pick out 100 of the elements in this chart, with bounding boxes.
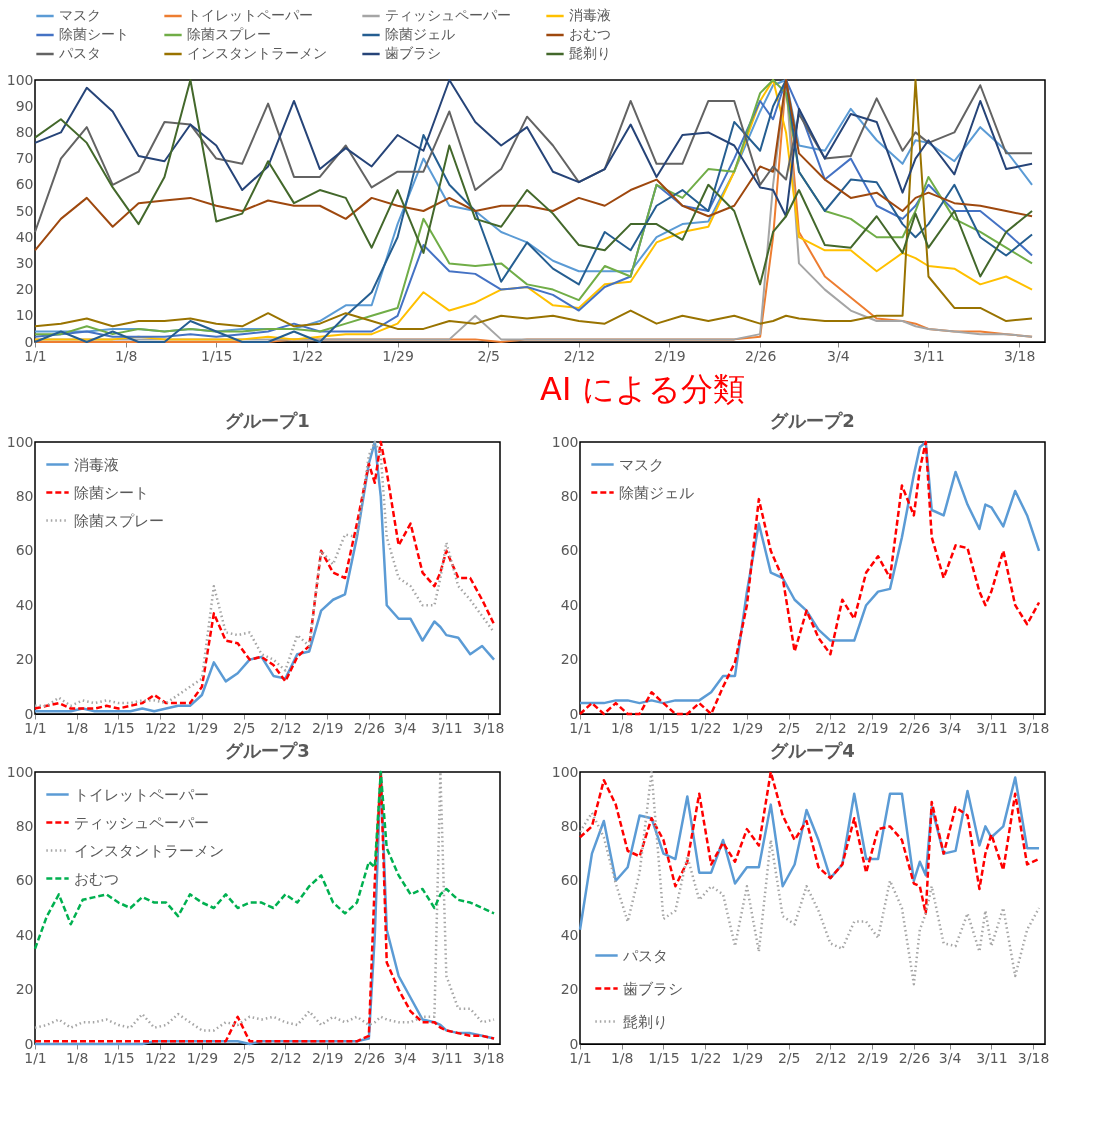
x-tick-label: 1/8 <box>65 719 89 736</box>
y-tick-label: 100 <box>551 763 579 780</box>
y-tick-label: 40 <box>15 228 34 245</box>
x-tick-label: 2/26 <box>898 1049 931 1066</box>
x-tick-label: 2/19 <box>856 719 889 736</box>
y-tick-label: 90 <box>15 97 34 114</box>
y-tick-label: 20 <box>560 651 579 668</box>
x-tick-label: 3/4 <box>938 719 962 736</box>
x-tick-label: 1/29 <box>186 719 219 736</box>
y-tick-label: 20 <box>15 981 34 998</box>
x-tick-label: 1/29 <box>186 1049 219 1066</box>
x-tick-label: 1/1 <box>24 347 47 364</box>
x-tick-label: 1/1 <box>24 1049 47 1066</box>
x-tick-label: 2/12 <box>270 719 302 736</box>
y-tick-label: 60 <box>560 542 579 559</box>
x-tick-label: 3/18 <box>1017 1049 1050 1066</box>
y-tick-label: 40 <box>560 596 579 613</box>
x-tick-label: 2/12 <box>815 1049 847 1066</box>
chart-title: グループ1 <box>225 410 310 431</box>
x-tick-label: 3/4 <box>393 1049 417 1066</box>
x-tick-label: 3/11 <box>976 719 1008 736</box>
legend-label: 歯ブラシ <box>385 45 441 61</box>
x-tick-label: 3/18 <box>472 1049 505 1066</box>
x-tick-label: 2/5 <box>232 719 256 736</box>
y-tick-label: 60 <box>560 872 579 889</box>
x-tick-label: 2/19 <box>856 1049 889 1066</box>
legend-label: 髭剃り <box>623 1012 668 1031</box>
y-tick-label: 0 <box>569 1035 579 1052</box>
x-tick-label: 1/22 <box>689 719 722 736</box>
x-tick-label: 3/11 <box>431 1049 463 1066</box>
legend-label: インスタントラーメン <box>74 841 224 860</box>
y-tick-label: 40 <box>15 926 34 943</box>
x-tick-label: 1/29 <box>382 347 414 364</box>
y-tick-label: 20 <box>15 281 34 298</box>
x-tick-label: 1/29 <box>731 719 764 736</box>
x-tick-label: 2/5 <box>777 719 801 736</box>
legend-label: 消毒液 <box>569 7 611 23</box>
legend-label: 髭剃り <box>569 45 611 61</box>
y-tick-label: 60 <box>15 176 34 193</box>
y-tick-label: 80 <box>15 123 34 140</box>
x-tick-label: 1/8 <box>610 719 634 736</box>
x-tick-label: 3/18 <box>472 719 505 736</box>
y-tick-label: 60 <box>15 542 34 559</box>
y-tick-label: 80 <box>15 817 34 834</box>
y-tick-label: 80 <box>560 817 579 834</box>
y-tick-label: 20 <box>15 651 34 668</box>
x-tick-label: 2/19 <box>654 347 686 364</box>
y-tick-label: 70 <box>15 150 34 167</box>
y-tick-label: 100 <box>6 763 34 780</box>
x-tick-label: 3/11 <box>913 347 945 364</box>
legend-label: ティッシュペーパー <box>385 7 511 23</box>
x-tick-label: 1/15 <box>648 719 680 736</box>
y-tick-label: 40 <box>15 596 34 613</box>
y-tick-label: 30 <box>15 254 34 271</box>
legend-label: 除菌スプレー <box>74 511 164 530</box>
legend-label: 除菌シート <box>59 26 129 42</box>
x-tick-label: 1/15 <box>103 1049 135 1066</box>
x-tick-label: 2/26 <box>898 719 931 736</box>
x-tick-label: 2/19 <box>311 1049 344 1066</box>
x-tick-label: 1/8 <box>114 347 138 364</box>
x-tick-label: 2/26 <box>353 1049 386 1066</box>
text: AI による分類 <box>540 370 745 408</box>
x-tick-label: 3/4 <box>938 1049 962 1066</box>
x-tick-label: 2/12 <box>563 347 596 364</box>
x-tick-label: 2/12 <box>270 1049 302 1066</box>
x-tick-label: 1/15 <box>648 1049 680 1066</box>
legend-label: マスク <box>619 455 664 474</box>
y-tick-label: 50 <box>15 202 34 219</box>
x-tick-label: 1/1 <box>24 719 47 736</box>
x-tick-label: 2/5 <box>477 347 500 364</box>
y-tick-label: 40 <box>560 926 579 943</box>
x-tick-label: 2/5 <box>232 1049 256 1066</box>
y-tick-label: 0 <box>24 333 34 350</box>
x-tick-label: 1/1 <box>569 719 592 736</box>
x-tick-label: 3/18 <box>1017 719 1050 736</box>
x-tick-label: 2/12 <box>815 719 847 736</box>
y-tick-label: 60 <box>15 872 34 889</box>
chart-title: グループ4 <box>770 740 855 761</box>
chart-title: グループ3 <box>225 740 310 761</box>
x-tick-label: 1/8 <box>65 1049 89 1066</box>
legend-label: インスタントラーメン <box>187 45 327 61</box>
x-tick-label: 2/26 <box>744 347 777 364</box>
chart-title: グループ2 <box>770 410 855 431</box>
legend-label: おむつ <box>569 26 611 42</box>
x-tick-label: 3/4 <box>827 347 850 364</box>
x-tick-label: 3/4 <box>393 719 417 736</box>
x-tick-label: 3/11 <box>431 719 463 736</box>
y-tick-label: 0 <box>24 705 34 722</box>
legend-label: マスク <box>59 7 101 23</box>
legend-label: 歯ブラシ <box>623 979 683 998</box>
legend-label: おむつ <box>74 869 119 888</box>
x-tick-label: 1/22 <box>144 719 177 736</box>
x-tick-label: 2/26 <box>353 719 386 736</box>
x-tick-label: 1/29 <box>731 1049 764 1066</box>
legend-label: 消毒液 <box>74 455 119 474</box>
x-tick-label: 1/8 <box>610 1049 634 1066</box>
y-tick-label: 100 <box>6 71 34 88</box>
x-tick-label: 2/19 <box>311 719 344 736</box>
x-tick-label: 1/1 <box>569 1049 592 1066</box>
legend-label: 除菌シート <box>74 483 149 502</box>
